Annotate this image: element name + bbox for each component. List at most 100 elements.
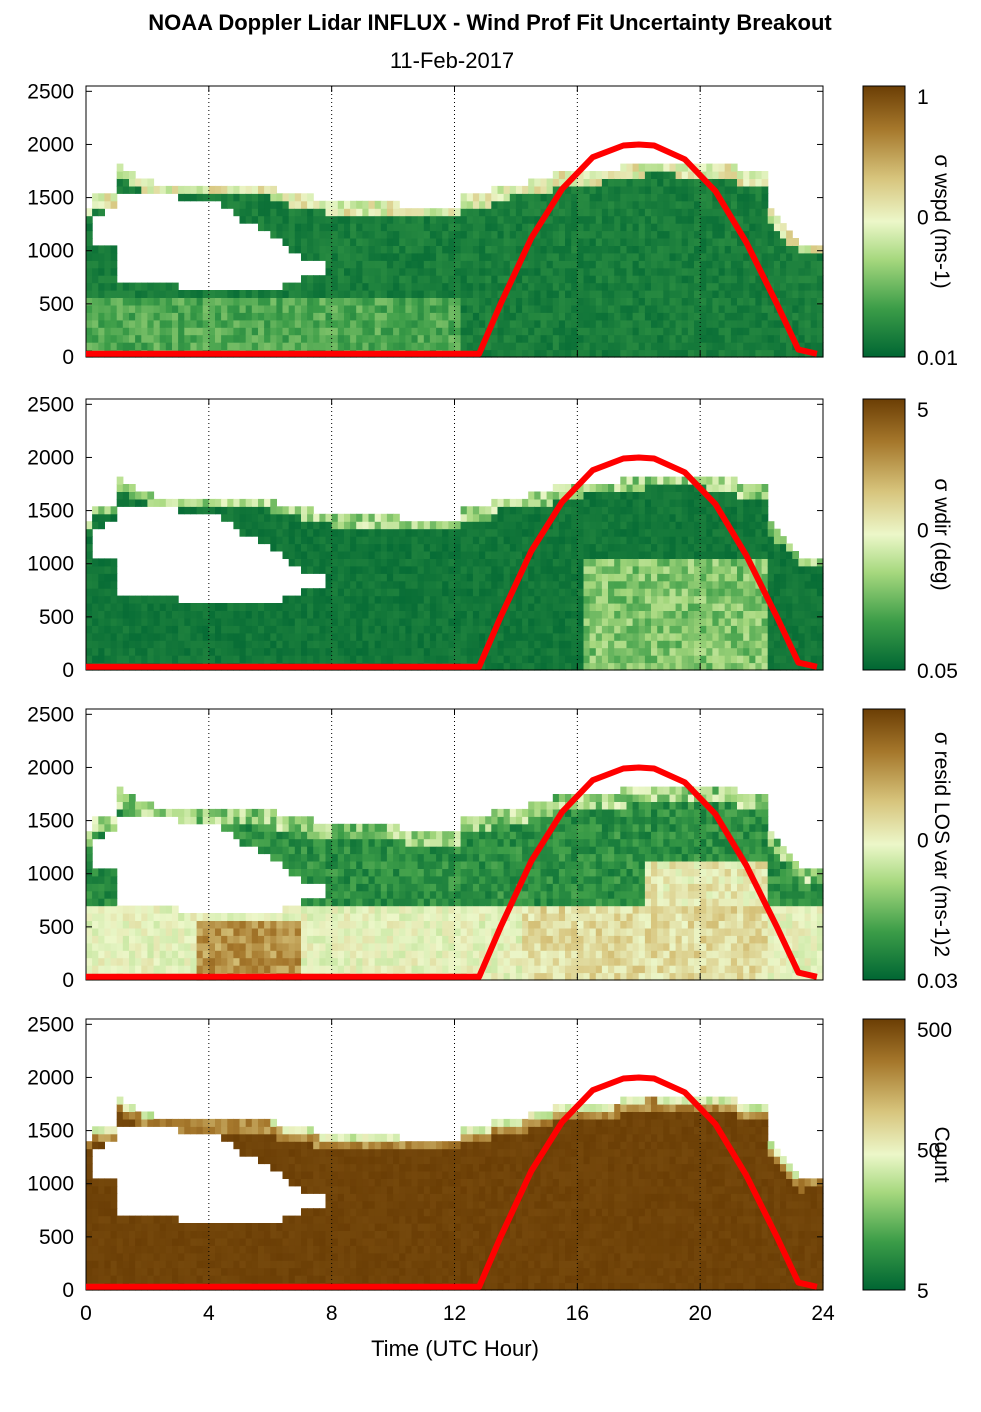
heatmap-cell xyxy=(718,595,726,604)
heatmap-cell xyxy=(331,327,339,336)
heatmap-cell xyxy=(626,334,634,343)
heatmap-cell xyxy=(491,342,498,351)
heatmap-cell xyxy=(737,655,744,664)
heatmap-cell xyxy=(749,603,756,611)
heatmap-cell xyxy=(730,230,738,239)
heatmap-cell xyxy=(681,223,689,232)
heatmap-cell xyxy=(411,610,419,619)
heatmap-cell xyxy=(663,662,670,671)
heatmap-cell xyxy=(460,580,468,589)
heatmap-cell xyxy=(399,551,406,559)
heatmap-cell xyxy=(663,513,670,522)
heatmap-cell xyxy=(221,185,228,194)
heatmap-cell xyxy=(687,215,695,224)
heatmap-cell xyxy=(786,260,793,269)
heatmap-cell xyxy=(393,573,400,582)
heatmap-cell xyxy=(319,319,327,328)
heatmap-cell xyxy=(380,603,388,611)
heatmap-cell xyxy=(466,528,474,537)
heatmap-cell xyxy=(92,304,99,313)
heatmap-cell xyxy=(743,647,750,656)
heatmap-cell xyxy=(141,178,148,187)
colorbar-tick-label: 0 xyxy=(917,207,929,230)
heatmap-cell xyxy=(251,625,259,634)
heatmap-cell xyxy=(202,647,210,656)
heatmap-cell xyxy=(208,185,216,194)
heatmap-cell xyxy=(429,580,437,589)
heatmap-cell xyxy=(110,565,118,574)
heatmap-cell xyxy=(307,565,314,574)
heatmap-cell xyxy=(509,528,517,537)
heatmap-cell xyxy=(356,610,363,619)
heatmap-cell xyxy=(386,282,394,291)
heatmap-cell xyxy=(638,275,646,284)
heatmap-cell xyxy=(755,215,763,224)
heatmap-cell xyxy=(331,580,339,589)
heatmap-cell xyxy=(534,551,541,559)
heatmap-cell xyxy=(399,543,406,552)
heatmap-cell xyxy=(700,625,707,634)
heatmap-cell xyxy=(429,230,437,239)
heatmap-cell xyxy=(417,260,425,269)
heatmap-cell xyxy=(718,312,726,321)
heatmap-cell xyxy=(694,260,701,269)
heatmap-cell xyxy=(724,252,732,261)
heatmap-cell xyxy=(98,868,105,877)
heatmap-cell xyxy=(515,238,523,246)
heatmap-cell xyxy=(552,513,560,522)
heatmap-cell xyxy=(632,655,640,664)
heatmap-cell xyxy=(700,319,707,328)
heatmap-cell xyxy=(589,595,597,604)
heatmap-cell xyxy=(737,334,744,343)
heatmap-cell xyxy=(319,252,327,261)
heatmap-cell xyxy=(405,208,413,217)
heatmap-cell xyxy=(104,267,112,276)
heatmap-cell xyxy=(393,551,400,559)
heatmap-cell xyxy=(589,319,597,328)
heatmap-cell xyxy=(282,617,290,626)
heatmap-cell xyxy=(657,252,664,261)
heatmap-cell xyxy=(202,603,210,611)
heatmap-cell xyxy=(399,230,406,239)
heatmap-cell xyxy=(380,595,388,604)
heatmap-cell xyxy=(159,297,167,306)
heatmap-cell xyxy=(780,655,787,664)
heatmap-cell xyxy=(571,565,578,574)
heatmap-cell xyxy=(368,565,376,574)
heatmap-cell xyxy=(344,625,351,634)
heatmap-cell xyxy=(479,200,486,209)
heatmap-cell xyxy=(362,610,370,619)
heatmap-cell xyxy=(485,513,492,522)
heatmap-cell xyxy=(663,267,670,276)
heatmap-cell xyxy=(749,208,756,217)
heatmap-cell xyxy=(638,304,646,313)
heatmap-cell xyxy=(540,640,548,649)
heatmap-cell xyxy=(743,588,750,597)
heatmap-cell xyxy=(638,252,646,261)
heatmap-cell xyxy=(700,640,707,649)
heatmap-cell xyxy=(190,647,198,656)
heatmap-cell xyxy=(687,304,695,313)
heatmap-cell xyxy=(270,297,277,306)
heatmap-cell xyxy=(270,230,277,239)
heatmap-cell xyxy=(620,252,627,261)
heatmap-cell xyxy=(638,588,646,597)
heatmap-cell xyxy=(159,603,167,611)
heatmap-cell xyxy=(116,632,124,641)
heatmap-cell xyxy=(638,238,646,246)
heatmap-cell xyxy=(515,342,523,351)
heatmap-cell xyxy=(522,632,529,641)
heatmap-cell xyxy=(98,275,105,284)
heatmap-cell xyxy=(608,252,615,261)
heatmap-cell xyxy=(687,193,695,202)
heatmap-cell xyxy=(694,632,701,641)
heatmap-cell xyxy=(233,342,241,351)
heatmap-cell xyxy=(694,238,701,246)
heatmap-cell xyxy=(294,506,302,515)
heatmap-cell xyxy=(386,610,394,619)
heatmap-cell xyxy=(503,662,511,671)
heatmap-cell xyxy=(737,595,744,604)
heatmap-cell xyxy=(479,215,486,224)
heatmap-cell xyxy=(208,327,216,336)
heatmap-cell xyxy=(436,230,443,239)
